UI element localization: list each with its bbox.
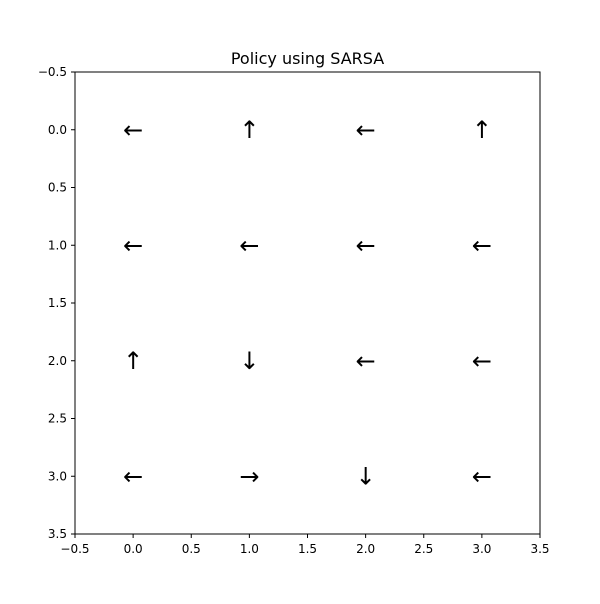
plot-frame <box>74 71 541 535</box>
policy-arrow: ↑ <box>123 347 143 375</box>
arrow-layer: ← ↑ ← ↑ ← ← ← ← ↑ ↓ ← ← ← → ↓ ← <box>123 116 492 491</box>
policy-arrow: → <box>239 462 259 490</box>
chart-title: Policy using SARSA <box>231 49 384 68</box>
x-tick-label: 2.5 <box>414 542 433 556</box>
x-tick-label: 2.0 <box>356 542 375 556</box>
policy-arrow: ← <box>472 347 492 375</box>
policy-arrow: ← <box>123 231 143 259</box>
y-tick-label: 3.5 <box>48 527 67 541</box>
policy-arrow: ← <box>123 116 143 144</box>
y-tick-label: 1.0 <box>48 238 67 252</box>
y-tick-label: −0.5 <box>38 65 67 79</box>
y-axis: −0.5 0.0 0.5 1.0 1.5 2.0 2.5 3.0 3.5 <box>38 65 75 541</box>
policy-arrow: ← <box>472 231 492 259</box>
y-tick-label: 0.5 <box>48 181 67 195</box>
x-tick-label: 1.0 <box>240 542 259 556</box>
y-tick-label: 2.0 <box>48 354 67 368</box>
policy-arrow: ← <box>356 231 376 259</box>
x-tick-label: −0.5 <box>60 542 89 556</box>
policy-arrow: ← <box>356 347 376 375</box>
y-tick-label: 3.0 <box>48 469 67 483</box>
x-tick-label: 3.0 <box>472 542 491 556</box>
y-tick-label: 0.0 <box>48 123 67 137</box>
x-tick-label: 3.5 <box>530 542 549 556</box>
x-tick-label: 0.0 <box>124 542 143 556</box>
x-axis: −0.5 0.0 0.5 1.0 1.5 2.0 2.5 3.0 3.5 <box>60 534 550 556</box>
policy-arrow: ← <box>123 462 143 490</box>
policy-arrow: ↑ <box>472 116 492 144</box>
x-tick-label: 1.5 <box>298 542 317 556</box>
policy-arrow: ↓ <box>239 347 259 375</box>
policy-arrow: ← <box>356 116 376 144</box>
policy-arrow: ← <box>239 231 259 259</box>
policy-arrow: ↓ <box>356 462 376 490</box>
y-tick-label: 2.5 <box>48 412 67 426</box>
y-tick-label: 1.5 <box>48 296 67 310</box>
policy-arrow: ↑ <box>239 116 259 144</box>
x-tick-label: 0.5 <box>182 542 201 556</box>
policy-arrow: ← <box>472 462 492 490</box>
